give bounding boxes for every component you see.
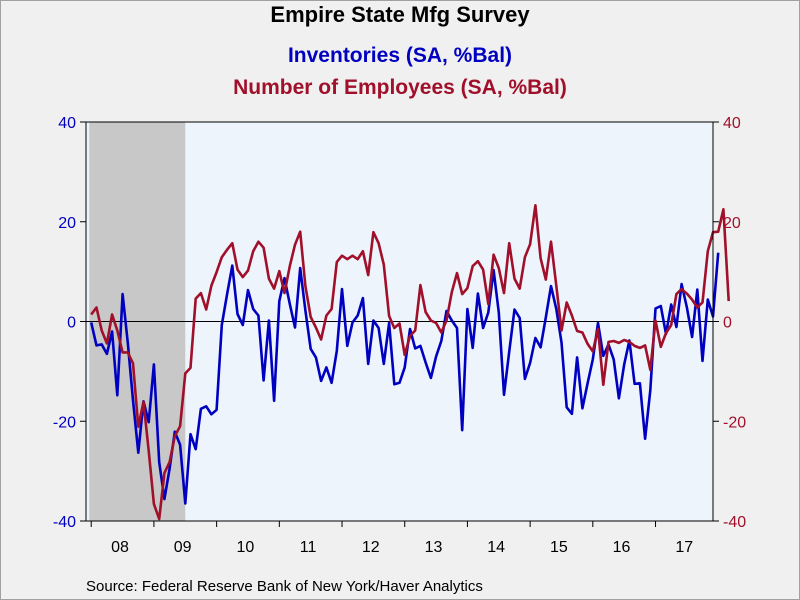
y-left-tick-label: -40 [53, 514, 76, 531]
x-tick-label: 11 [300, 539, 317, 556]
x-tick-label: 17 [675, 539, 693, 556]
chart-subtitle-employees: Number of Employees (SA, %Bal) [233, 76, 567, 99]
employees-series-line [90, 204, 730, 521]
y-right-tick-label: 40 [723, 115, 741, 132]
x-tick-label: 16 [613, 539, 631, 556]
source-note: Source: Federal Reserve Bank of New York… [86, 578, 483, 595]
x-tick-label: 08 [111, 539, 129, 556]
chart-subtitle-inventories: Inventories (SA, %Bal) [287, 44, 513, 67]
x-tick-label: 14 [487, 539, 505, 556]
inventories-series-line [89, 252, 720, 505]
y-left-tick-label: 0 [67, 315, 76, 332]
chart-title: Empire State Mfg Survey [270, 2, 530, 27]
y-left-tick-label: -20 [53, 414, 76, 431]
y-right-tick-label: -40 [723, 514, 746, 531]
y-right-tick-label: 0 [723, 315, 732, 332]
x-tick-label: 12 [362, 539, 380, 556]
x-tick-label: 15 [550, 539, 568, 556]
y-left-tick-label: 40 [58, 115, 76, 132]
y-right-tick-label: -20 [723, 414, 746, 431]
y-left-tick-label: 20 [58, 215, 76, 232]
y-right-tick-label: 20 [723, 215, 741, 232]
x-tick-label: 10 [236, 539, 254, 556]
x-tick-label: 13 [425, 539, 443, 556]
x-tick-label: 09 [174, 539, 192, 556]
